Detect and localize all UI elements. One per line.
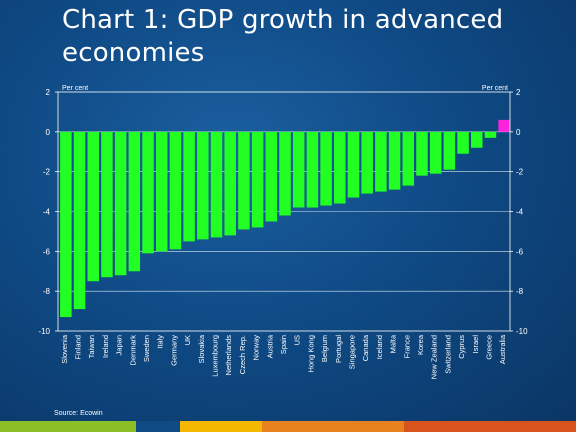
category-label: Israel	[471, 335, 480, 354]
bar-uk	[183, 131, 195, 242]
y-tick-label-right: -8	[516, 287, 524, 296]
category-label: Austria	[265, 334, 274, 358]
footer-color-bar	[0, 421, 576, 432]
y-tick-label-left: 0	[46, 128, 51, 137]
bar-france	[402, 131, 415, 186]
category-labels: Slovenia Finland Taiwan Ireland Japan Denmark…	[60, 334, 507, 379]
source-note: Source: Ecowin	[54, 410, 103, 417]
bar-hong-kong	[306, 131, 319, 208]
bar-israel	[471, 131, 483, 148]
bar-us	[292, 131, 305, 208]
footer-segment-orange	[262, 421, 404, 432]
footer-segment-red	[404, 421, 576, 432]
category-label: Finland	[74, 335, 83, 360]
y-tick-label-right: -10	[516, 327, 528, 336]
bar-luxembourg	[210, 131, 223, 238]
category-label: Netherlands	[224, 335, 233, 376]
bar-czech-rep	[238, 131, 250, 230]
category-label: Japan	[115, 335, 124, 355]
unit-label-right: Per cent	[482, 85, 508, 92]
category-label: US	[293, 335, 302, 345]
bar-slovenia	[60, 131, 72, 318]
category-label: Korea	[416, 334, 425, 355]
bar-korea	[416, 131, 428, 176]
bar-norway	[251, 131, 264, 228]
category-label: Iceland	[375, 335, 384, 359]
bar-malta	[388, 131, 401, 190]
category-label: UK	[183, 335, 192, 345]
bar-finland	[73, 131, 86, 310]
axis-layer	[55, 91, 513, 332]
bar-switzerland	[443, 131, 456, 170]
slide-title: Chart 1: GDP growth in advanced economie…	[62, 5, 504, 68]
category-label: Italy	[156, 335, 165, 349]
category-label: Malta	[389, 334, 398, 353]
bar-austria	[265, 131, 278, 222]
category-label: Norway	[252, 335, 261, 361]
y-tick-label-right: -6	[516, 247, 524, 256]
category-label: Switzerland	[443, 335, 452, 374]
category-label: Greece	[484, 335, 493, 360]
bar-cyprus	[457, 131, 469, 154]
footer-segment-blue	[136, 421, 180, 432]
bar-spain	[279, 131, 291, 216]
category-label: Taiwan	[87, 335, 96, 358]
category-label: Czech Rep.	[238, 335, 247, 374]
category-label: Slovenia	[60, 334, 69, 364]
bar-belgium	[320, 131, 332, 206]
bars-layer	[60, 119, 510, 318]
footer-segment-yellow	[180, 421, 262, 432]
category-label: Australia	[498, 334, 507, 364]
category-label: Ireland	[101, 335, 110, 358]
y-tick-label-right: -4	[516, 208, 524, 217]
category-label: Luxembourg	[211, 335, 220, 377]
category-label: Spain	[279, 335, 288, 354]
category-label: Cyprus	[457, 335, 466, 359]
bar-canada	[361, 131, 373, 194]
bar-ireland	[101, 131, 113, 278]
bar-taiwan	[87, 131, 99, 282]
category-label: Denmark	[128, 335, 137, 366]
bar-singapore	[347, 131, 360, 198]
bar-sweden	[142, 131, 154, 254]
category-label: New Zealand	[430, 335, 439, 379]
category-label: France	[402, 335, 411, 358]
y-tick-label-right: 0	[516, 128, 521, 137]
bar-japan	[114, 131, 127, 276]
bar-portugal	[334, 131, 346, 204]
category-label: Hong Kong	[306, 335, 315, 373]
y-tick-labels: 2 2 0 0 -2 -2 -4 -4 -6 -6 -8 -8 -10 -10	[38, 88, 528, 336]
y-tick-label-left: -10	[38, 327, 50, 336]
bar-iceland	[375, 131, 387, 192]
category-label: Canada	[361, 334, 370, 361]
category-label: Belgium	[320, 335, 329, 362]
bar-new-zealand	[429, 131, 442, 174]
category-label: Germany	[169, 335, 178, 366]
footer-segment-green	[0, 421, 136, 432]
bar-italy	[155, 131, 168, 252]
bar-australia	[498, 119, 510, 132]
bar-netherlands	[224, 131, 236, 236]
y-tick-label-left: -2	[43, 168, 51, 177]
category-label: Slovakia	[197, 334, 206, 363]
category-label: Singapore	[347, 335, 356, 369]
category-label: Sweden	[142, 335, 151, 362]
category-label: Portugal	[334, 335, 343, 363]
unit-label-left: Per cent	[62, 85, 88, 92]
y-tick-label-left: 2	[46, 88, 51, 97]
bar-greece	[484, 131, 497, 138]
y-tick-label-left: -4	[43, 208, 51, 217]
y-tick-label-right: -2	[516, 168, 524, 177]
y-tick-label-right: 2	[516, 88, 521, 97]
bar-germany	[169, 131, 182, 250]
bar-denmark	[128, 131, 141, 272]
bar-slovakia	[197, 131, 209, 240]
y-tick-label-left: -6	[43, 247, 51, 256]
y-tick-label-left: -8	[43, 287, 51, 296]
